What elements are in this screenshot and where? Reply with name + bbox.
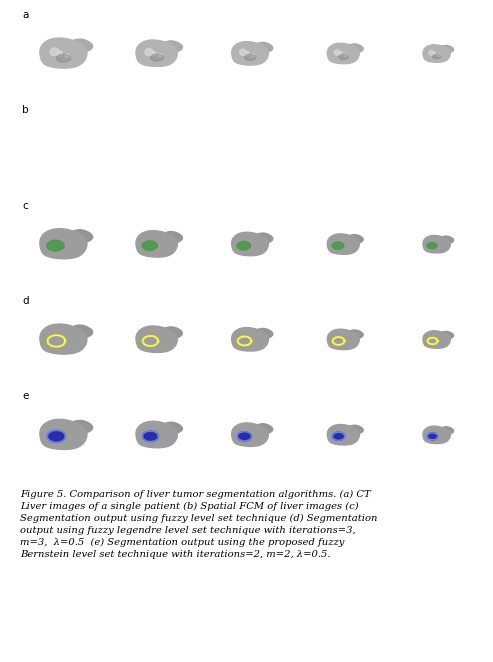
Polygon shape [142, 431, 158, 442]
Polygon shape [427, 242, 437, 249]
Polygon shape [151, 52, 156, 56]
Polygon shape [346, 234, 363, 244]
Polygon shape [150, 54, 163, 61]
Polygon shape [40, 228, 87, 259]
Polygon shape [439, 332, 454, 339]
Polygon shape [158, 54, 162, 58]
Polygon shape [332, 242, 344, 250]
Polygon shape [423, 45, 450, 62]
Text: e: e [22, 391, 29, 401]
Polygon shape [47, 240, 64, 251]
Polygon shape [136, 40, 177, 66]
Polygon shape [432, 54, 441, 59]
Polygon shape [237, 242, 250, 250]
Polygon shape [346, 425, 363, 434]
Polygon shape [427, 433, 438, 440]
Polygon shape [327, 329, 359, 350]
Polygon shape [346, 330, 363, 339]
Text: Figure 5. Comparison of liver tumor segmentation algorithms. (a) CT
Liver images: Figure 5. Comparison of liver tumor segm… [20, 490, 377, 559]
Polygon shape [160, 232, 182, 244]
Polygon shape [423, 236, 450, 253]
Polygon shape [67, 325, 93, 338]
Polygon shape [144, 144, 157, 152]
Polygon shape [232, 423, 268, 446]
Polygon shape [429, 50, 434, 55]
Text: d: d [22, 296, 29, 306]
Polygon shape [439, 46, 454, 53]
Polygon shape [439, 236, 454, 244]
Polygon shape [253, 42, 273, 53]
Polygon shape [334, 144, 344, 152]
Polygon shape [50, 48, 59, 56]
Polygon shape [327, 43, 359, 64]
Polygon shape [433, 52, 436, 55]
Polygon shape [423, 331, 450, 348]
Polygon shape [339, 52, 343, 55]
Polygon shape [40, 324, 87, 354]
Polygon shape [346, 44, 363, 53]
Polygon shape [327, 424, 359, 445]
Polygon shape [67, 230, 93, 243]
Polygon shape [332, 432, 345, 440]
Polygon shape [50, 143, 64, 153]
Polygon shape [339, 54, 349, 60]
Polygon shape [136, 421, 177, 448]
Polygon shape [47, 430, 66, 442]
Polygon shape [428, 145, 437, 151]
Polygon shape [232, 328, 268, 351]
Polygon shape [253, 233, 273, 244]
Polygon shape [240, 49, 246, 56]
Polygon shape [232, 232, 268, 256]
Text: b: b [22, 105, 29, 115]
Polygon shape [327, 234, 359, 254]
Polygon shape [56, 54, 71, 62]
Polygon shape [57, 51, 63, 56]
Polygon shape [253, 424, 273, 434]
Polygon shape [136, 230, 177, 257]
Polygon shape [334, 50, 340, 55]
Polygon shape [439, 427, 454, 434]
Polygon shape [160, 422, 182, 434]
Polygon shape [160, 41, 182, 53]
Polygon shape [232, 42, 268, 65]
Polygon shape [423, 426, 450, 444]
Polygon shape [344, 54, 348, 57]
Polygon shape [142, 241, 157, 250]
Polygon shape [239, 144, 250, 152]
Polygon shape [67, 420, 93, 434]
Polygon shape [160, 327, 182, 339]
Polygon shape [40, 419, 87, 449]
Polygon shape [40, 38, 87, 68]
Polygon shape [245, 52, 249, 56]
Polygon shape [145, 49, 153, 56]
Text: c: c [22, 201, 28, 211]
Text: a: a [22, 10, 29, 20]
Polygon shape [67, 39, 93, 52]
Polygon shape [136, 326, 177, 352]
Polygon shape [238, 432, 251, 441]
Polygon shape [437, 54, 440, 56]
Polygon shape [251, 54, 255, 57]
Polygon shape [65, 54, 70, 58]
Polygon shape [245, 54, 256, 60]
Polygon shape [253, 328, 273, 339]
